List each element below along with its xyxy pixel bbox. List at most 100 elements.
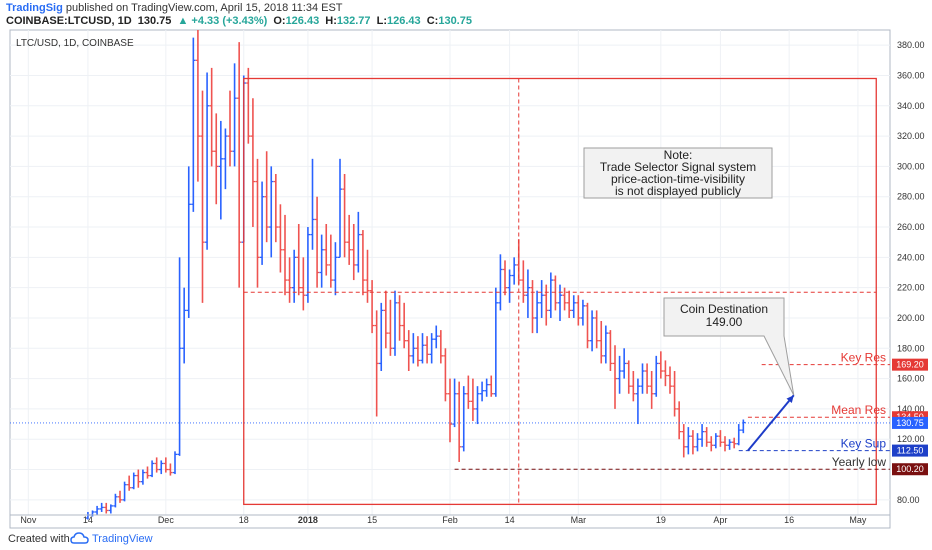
ohlc-bar: [397, 295, 402, 341]
chart-title: LTC/USD, 1D, COINBASE: [16, 38, 134, 49]
last-price: 130.75: [137, 15, 172, 27]
ohlc-bar: [599, 321, 604, 364]
ohlc-bar: [530, 280, 535, 334]
ohlc-bar: [122, 481, 127, 502]
ohlc-bar: [603, 325, 609, 364]
ohlc-bar: [324, 224, 329, 276]
ohlc-bar: [301, 257, 306, 311]
ohlc-bar: [507, 269, 512, 303]
ohlc-bar: [342, 173, 347, 258]
ohlc-bar: [282, 214, 288, 296]
last-price-tag-bg: [892, 416, 928, 429]
ohlc-bar: [612, 345, 618, 409]
ohlc-bar: [704, 427, 709, 447]
note-text: price-action-time-visibility: [611, 172, 745, 186]
price-tag-bg: [892, 444, 928, 457]
ohlc-bar: [736, 424, 741, 446]
analysis-box: [243, 77, 877, 506]
ohlc-bar: [236, 42, 242, 288]
ohlc-bar: [443, 348, 448, 402]
ohlc-bar: [544, 284, 549, 326]
tradingview-brand[interactable]: TradingView: [92, 533, 153, 545]
publish-line: TradingSig published on TradingView.com,…: [6, 2, 343, 14]
ohlc-bar: [566, 290, 572, 318]
ohlc-bar: [621, 348, 627, 379]
ohlc-bar: [346, 214, 352, 265]
y-tick-label: 80.00: [897, 495, 920, 505]
ohlc-bar: [191, 37, 196, 212]
ohlc-bar: [718, 430, 723, 447]
price-tag-text: 100.20: [896, 464, 924, 474]
ohlc-bar: [287, 257, 292, 303]
ohlc-bar: [149, 460, 155, 478]
ohlc-bar: [337, 158, 343, 258]
ohlc-bar: [181, 287, 187, 364]
note-box: [583, 147, 773, 199]
open-label: O:: [273, 15, 286, 27]
ohlc-bar: [250, 98, 256, 228]
ohlc-bar: [709, 436, 714, 452]
ohlc-bar: [296, 224, 301, 296]
ohlc-bar: [640, 363, 645, 394]
y-tick-label: 280.00: [897, 192, 925, 202]
ohlc-bar: [328, 234, 334, 288]
footer: Created with TradingView: [0, 530, 932, 550]
ohlc-bar: [94, 505, 100, 515]
y-tick-label: 240.00: [897, 252, 925, 262]
time-axis[interactable]: Nov 14 Dec 18 2018 15 Feb 14 Mar 19 Apr 16 May: [10, 514, 890, 525]
ohlc-bar: [379, 302, 384, 372]
ohlc-bar: [470, 378, 476, 422]
ohlc-bar: [654, 355, 659, 397]
close-label: C:: [426, 15, 439, 27]
x-tick-label: Nov: [20, 515, 37, 525]
ohlc-bar: [644, 363, 650, 394]
ohlc-bar: [713, 433, 719, 449]
ohlc-bar: [580, 299, 586, 326]
ohlc-bar: [168, 463, 173, 476]
ohlc-bar: [626, 360, 631, 394]
ohlc-bar: [392, 290, 398, 356]
y-tick-label: 360.00: [897, 70, 925, 80]
price-tag-text: 169.20: [896, 360, 924, 370]
ohlc-bar: [489, 375, 494, 397]
created-with-text: Created with: [8, 533, 70, 545]
ohlc-bars: [85, 30, 746, 520]
ohlc-bar: [594, 310, 599, 349]
ohlc-bar: [172, 451, 178, 475]
price-tag-bg: [892, 358, 928, 371]
published-text: published on TradingView.com, April 15, …: [65, 2, 343, 14]
note-text: Trade Selector Signal system: [600, 160, 756, 174]
x-tick-label: May: [849, 515, 867, 525]
ohlc-bar: [223, 128, 228, 190]
ohlc-bar: [113, 493, 118, 508]
y-tick-label: 180.00: [897, 343, 925, 353]
level-label: Key Res: [841, 351, 886, 365]
y-tick-label: 300.00: [897, 161, 925, 171]
ohlc-bar: [108, 504, 114, 514]
y-tick-label: 120.00: [897, 434, 925, 444]
annotation-layer: Key Res Mean Res Key Sup Yearly low Note:Tra…: [10, 77, 890, 506]
high-label: H:: [325, 15, 337, 27]
price-tag-bg: [892, 463, 928, 476]
ohlc-bar: [218, 120, 224, 220]
y-tick-label: 220.00: [897, 283, 925, 293]
y-tick-label: 380.00: [897, 40, 925, 50]
ohlc-bar: [731, 437, 737, 449]
ohlc-bar: [232, 63, 237, 167]
low-value: 126.43: [387, 15, 421, 27]
price-axis[interactable]: 80.00100.00120.00140.00160.00180.00200.0…: [892, 40, 928, 505]
ohlc-bar: [672, 371, 677, 417]
note-text: is not displayed publicly: [615, 184, 741, 198]
ohlc-bar: [438, 330, 444, 364]
ohlc-bar: [452, 378, 457, 428]
publisher-name[interactable]: TradingSig: [6, 2, 63, 14]
destination-text: 149.00: [706, 315, 743, 329]
x-tick-label: 14: [83, 515, 93, 525]
ohlc-bar: [406, 330, 411, 372]
ohlc-bar: [534, 290, 540, 334]
open-value: 126.43: [285, 15, 320, 27]
y-tick-label: 340.00: [897, 101, 925, 111]
ohlc-bar: [589, 310, 595, 352]
x-tick-label: 14: [505, 515, 515, 525]
price-chart[interactable]: Key Res Mean Res Key Sup Yearly low Note:Tra…: [0, 28, 932, 530]
